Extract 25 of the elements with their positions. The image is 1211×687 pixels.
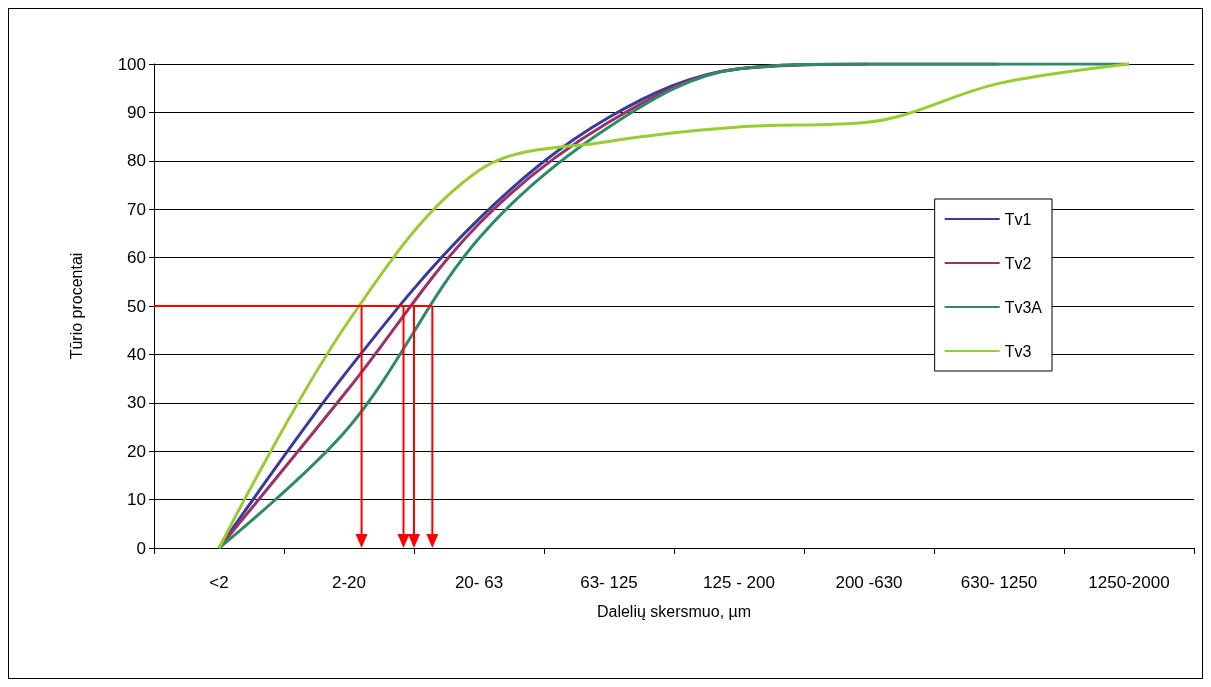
y-tick-label: 0 [136, 538, 146, 558]
x-tick-label: 200 -630 [835, 573, 903, 592]
legend-label: Tv1 [1004, 210, 1032, 228]
y-tick-label: 60 [127, 248, 146, 268]
y-tick-label: 50 [127, 296, 146, 316]
y-tick-label: 80 [127, 151, 146, 171]
y-tick-label: 90 [127, 102, 146, 122]
x-tick-label: 2-20 [331, 573, 367, 592]
y-axis-title: Tūrio procentai [67, 252, 85, 360]
x-tick-label: 63- 125 [580, 573, 638, 592]
y-tick-label: 20 [127, 441, 146, 461]
x-tick-label: 125 - 200 [703, 573, 775, 592]
x-tick-label: 20- 63 [454, 573, 504, 592]
legend-label: Tv3A [1004, 298, 1043, 316]
legend-label: Tv3 [1004, 342, 1032, 360]
y-tick-label: 10 [127, 490, 146, 510]
legend-label: Tv2 [1004, 254, 1032, 272]
y-tick-label: 30 [127, 393, 146, 413]
x-axis-title: Dalelių skersmuo, µm [596, 602, 752, 620]
y-tick-label: 40 [127, 344, 146, 364]
x-tick-label: 630- 1250 [960, 573, 1038, 592]
x-tick-label: 1250-2000 [1088, 573, 1170, 592]
x-tick-label: <2 [209, 573, 229, 592]
y-tick-label: 70 [127, 199, 146, 219]
y-tick-label: 100 [117, 54, 146, 74]
